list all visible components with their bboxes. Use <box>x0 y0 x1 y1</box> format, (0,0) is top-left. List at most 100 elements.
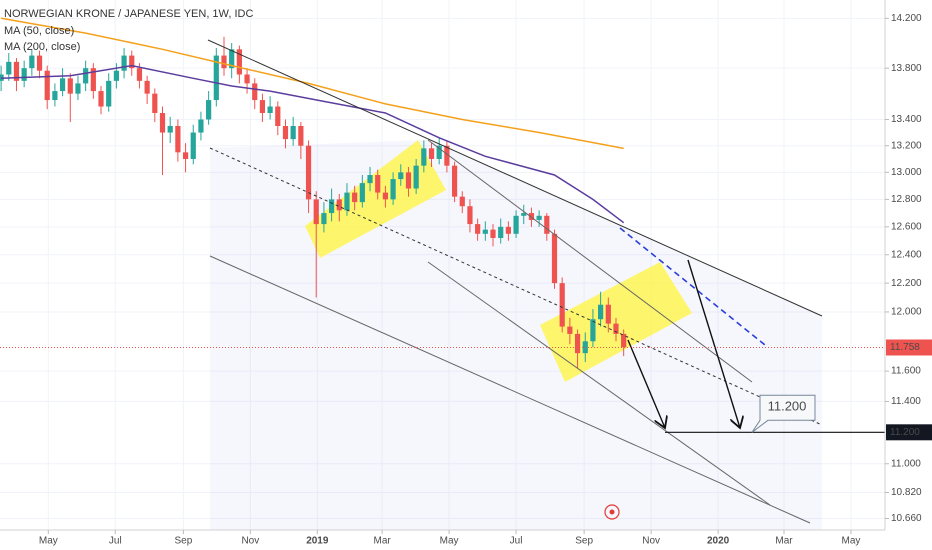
candle-body <box>574 333 581 354</box>
candle-body <box>305 145 312 200</box>
legend-entry: MA (200, close) <box>4 41 80 53</box>
x-tick-label: May <box>39 536 58 547</box>
y-tick-label: 10.820 <box>891 487 922 498</box>
x-tick-label: Sep <box>174 536 192 547</box>
candle-body <box>375 175 381 193</box>
candle-body <box>213 55 219 101</box>
x-tick-label: 2019 <box>306 536 329 547</box>
y-tick-label: 12.200 <box>891 278 922 289</box>
candle-body <box>221 55 227 69</box>
x-tick-label: Nov <box>642 536 660 547</box>
candle-body <box>206 100 212 120</box>
candle-body <box>475 224 481 234</box>
candle-body <box>528 213 535 220</box>
candle-body <box>428 148 435 159</box>
candle-body <box>398 172 404 180</box>
y-tick-label: 11.600 <box>891 366 921 377</box>
candle-body <box>413 165 419 189</box>
legend-entry: MA (50, close) <box>4 25 74 37</box>
candle-body <box>67 78 73 94</box>
candle-body <box>13 61 20 81</box>
event-marker[interactable] <box>604 504 620 520</box>
candle-body <box>598 304 604 320</box>
candle-body <box>44 70 50 101</box>
candle-body <box>498 226 504 238</box>
candle-body <box>405 172 412 189</box>
x-tick-label: Mar <box>775 536 793 547</box>
median-line <box>209 147 823 426</box>
candle-body <box>267 106 273 113</box>
candle-body <box>344 192 350 211</box>
candle-body <box>605 304 611 324</box>
y-tick-label: 14.200 <box>891 13 922 24</box>
candle-body <box>621 333 627 348</box>
candle-body <box>182 152 189 159</box>
candle-body <box>536 215 542 220</box>
candle-body <box>590 319 596 342</box>
event-marker-dot[interactable] <box>609 509 615 515</box>
candle-body <box>313 199 319 225</box>
candle-body <box>521 213 527 216</box>
candle-body <box>482 229 488 234</box>
candle-body <box>113 70 119 81</box>
y-tick-label: 12.400 <box>891 249 922 260</box>
candle-body <box>359 183 365 203</box>
candle-body <box>352 192 358 203</box>
candle-body <box>559 283 565 327</box>
y-tick-label: 12.600 <box>891 221 922 232</box>
candle-body <box>298 125 304 146</box>
candle-body <box>167 125 173 133</box>
last-price-label: 11.758 <box>890 342 920 353</box>
candle-body <box>59 78 66 92</box>
candle-body <box>421 148 427 166</box>
candle-body <box>136 68 143 81</box>
target-axis-label: 11.200 <box>890 427 920 438</box>
candle-body <box>544 215 550 234</box>
candle-body <box>505 226 511 234</box>
candle-body <box>75 83 81 94</box>
arrow <box>687 259 740 428</box>
candle-body <box>444 145 450 166</box>
candle-body <box>282 125 289 140</box>
candle-body <box>244 74 250 84</box>
y-tick-label: 11.400 <box>891 396 921 407</box>
last-price-badge <box>886 339 932 356</box>
candle-body <box>106 80 112 107</box>
x-tick-label: Mar <box>373 536 391 547</box>
y-tick-label: 13.200 <box>891 140 922 151</box>
y-tick-label: 13.000 <box>891 167 922 178</box>
candle-body <box>83 68 89 84</box>
candle-body <box>144 80 150 94</box>
arrow <box>627 339 665 428</box>
projection-line <box>619 227 766 346</box>
y-tick-label: 12.800 <box>891 194 922 205</box>
trend-line <box>427 261 771 506</box>
candle-body <box>567 326 573 334</box>
candle-body <box>190 132 196 159</box>
candle-body <box>451 165 458 197</box>
x-tick-label: May <box>440 536 459 547</box>
candle-body <box>236 49 242 75</box>
x-tick-label: Sep <box>575 536 593 547</box>
x-tick-label: Nov <box>241 536 259 547</box>
axes: 14.200 13.800 13.400 13.200 13.000 12.800 12.6… <box>39 13 922 547</box>
candle-body <box>198 119 204 133</box>
y-tick-label: 11.000 <box>891 458 921 469</box>
candle-body <box>175 125 181 153</box>
callout-box <box>751 394 816 433</box>
candle-body <box>390 179 396 200</box>
trend-line <box>209 255 811 524</box>
moving-averages <box>0 17 625 224</box>
y-tick-label: 10.660 <box>891 513 922 524</box>
highlight-box <box>305 140 446 258</box>
candle-body <box>36 55 43 71</box>
candle-body <box>98 91 104 107</box>
x-tick-label: Jul <box>109 536 122 547</box>
candle-body <box>29 55 35 69</box>
candle-body <box>459 196 465 207</box>
candle-body <box>229 49 235 69</box>
candle-body <box>467 206 473 225</box>
ma-line <box>1 64 625 224</box>
